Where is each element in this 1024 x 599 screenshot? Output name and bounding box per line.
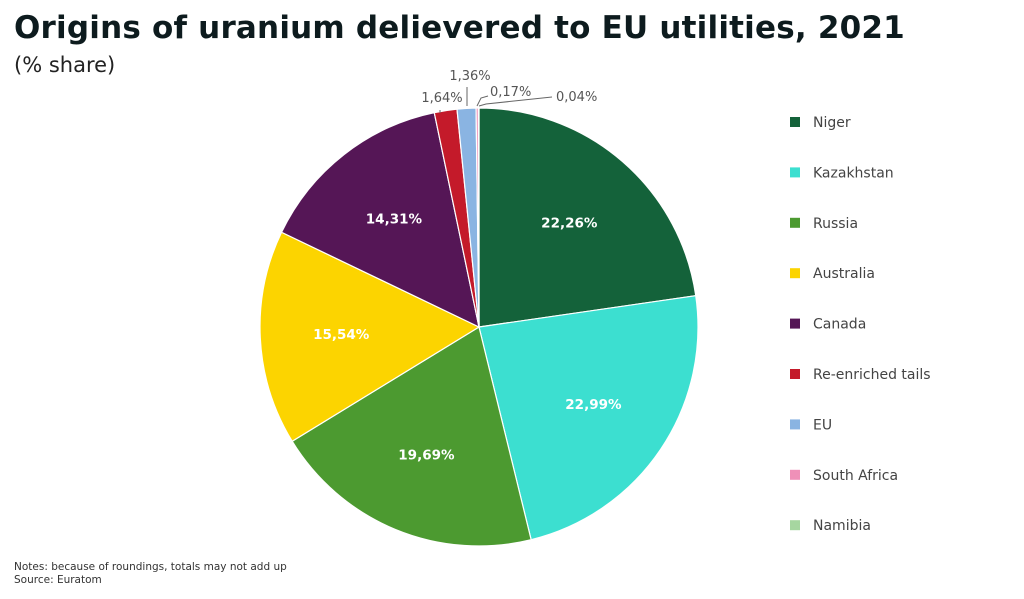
- footnotes: Notes: because of roundings, totals may …: [14, 561, 287, 587]
- legend-swatch-niger: [790, 117, 800, 127]
- slice-namibia: [477, 107, 480, 328]
- slice-niger: [478, 107, 697, 328]
- legend-label-namibia: Namibia: [813, 518, 871, 534]
- slice-australia: [259, 231, 481, 443]
- leader-south-africa: [476, 95, 489, 107]
- legend-label-kazakhstan: Kazakhstan: [813, 165, 894, 181]
- legend-swatch-kazakhstan: [790, 167, 800, 178]
- legend-swatch-eu: [790, 419, 800, 430]
- legend-swatch-australia: [790, 268, 800, 279]
- leader-namibia: [478, 96, 553, 107]
- legend-label-russia: Russia: [813, 216, 858, 232]
- chart-title: Origins of uranium delievered to EU util…: [14, 10, 905, 46]
- chart-subtitle: (% share): [14, 53, 116, 77]
- data-label-south-africa: 0,17%: [490, 85, 531, 100]
- legend-label-re-enriched-tails: Re-enriched tails: [813, 367, 931, 383]
- slice-canada: [280, 111, 480, 329]
- legend-swatch-russia: [790, 217, 800, 228]
- legend-swatch-south-africa: [790, 469, 800, 480]
- legend-swatch-re-enriched-tails: [790, 369, 800, 379]
- data-label-eu: 1,36%: [449, 69, 490, 84]
- leader-lines: [439, 87, 553, 113]
- pie-slices: [259, 107, 699, 547]
- legend-swatch-canada: [790, 318, 800, 329]
- slice-russia: [291, 326, 532, 547]
- data-labels: 22,26% 22,99% 19,69% 15,54% 14,31% 1,64% 1,36%…: [313, 69, 622, 464]
- legend-label-south-africa: South Africa: [813, 468, 898, 484]
- legend-swatch-namibia: [790, 520, 800, 531]
- legend-label-niger: Niger: [813, 115, 851, 131]
- data-label-niger: 22,26%: [541, 216, 598, 232]
- source-text: Source: Euratom: [14, 574, 102, 586]
- legend-label-eu: EU: [813, 417, 832, 433]
- legend-label-canada: Canada: [813, 317, 866, 333]
- data-label-re-enriched-tails: 1,64%: [421, 91, 462, 106]
- data-label-kazakhstan: 22,99%: [565, 397, 622, 413]
- data-label-canada: 14,31%: [366, 211, 423, 227]
- data-label-russia: 19,69%: [398, 448, 455, 464]
- slice-kazakhstan: [478, 294, 699, 541]
- data-label-namibia: 0,04%: [556, 90, 597, 105]
- data-label-australia: 15,54%: [313, 327, 370, 343]
- notes-text: Notes: because of roundings, totals may …: [14, 561, 287, 573]
- legend: Niger Kazakhstan Russia Australia Canada Re-e…: [790, 115, 931, 534]
- legend-label-australia: Australia: [813, 266, 875, 282]
